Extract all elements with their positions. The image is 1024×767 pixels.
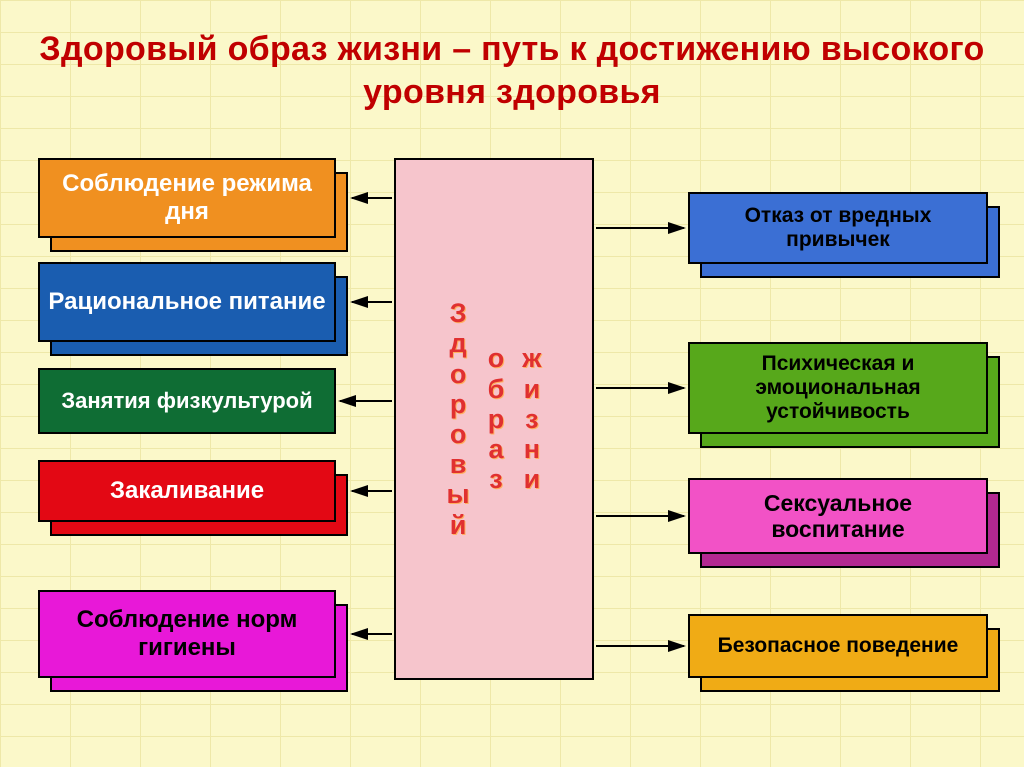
card-no-bad: Отказ от вредных привычек — [688, 192, 1000, 278]
card-sex-edu: Сексуальное воспитание — [688, 478, 1000, 568]
card-label: Отказ от вредных привычек — [698, 204, 978, 252]
card-face: Психическая и эмоциональная устойчивость — [688, 342, 988, 434]
card-face: Соблюдение норм гигиены — [38, 590, 336, 678]
card-face: Сексуальное воспитание — [688, 478, 988, 554]
card-label: Рациональное питание — [48, 288, 325, 316]
card-label: Соблюдение режима дня — [48, 170, 326, 225]
card-face: Безопасное поведение — [688, 614, 988, 678]
card-harden: Закаливание — [38, 460, 348, 536]
center-box: Здоровый образ жизни — [394, 158, 594, 680]
card-safety: Безопасное поведение — [688, 614, 1000, 692]
card-face: Отказ от вредных привычек — [688, 192, 988, 264]
center-word: образ — [488, 343, 505, 494]
card-label: Соблюдение норм гигиены — [48, 606, 326, 661]
card-psycho: Психическая и эмоциональная устойчивость — [688, 342, 1000, 448]
card-sport: Занятия физкультурой — [38, 368, 336, 434]
card-face: Закаливание — [38, 460, 336, 522]
card-regime: Соблюдение режима дня — [38, 158, 348, 252]
card-face: Рациональное питание — [38, 262, 336, 342]
card-face: Занятия физкультурой — [38, 368, 336, 434]
card-label: Безопасное поведение — [718, 634, 959, 658]
card-nutrition: Рациональное питание — [38, 262, 348, 356]
center-word: Здоровый — [447, 298, 470, 540]
card-label: Сексуальное воспитание — [698, 490, 978, 543]
card-label: Психическая и эмоциональная устойчивость — [698, 352, 978, 424]
card-hygiene: Соблюдение норм гигиены — [38, 590, 348, 692]
card-label: Закаливание — [110, 477, 264, 505]
center-word: жизни — [522, 343, 541, 494]
card-label: Занятия физкультурой — [61, 388, 312, 413]
card-face: Соблюдение режима дня — [38, 158, 336, 238]
page-title: Здоровый образ жизни – путь к достижению… — [0, 28, 1024, 113]
